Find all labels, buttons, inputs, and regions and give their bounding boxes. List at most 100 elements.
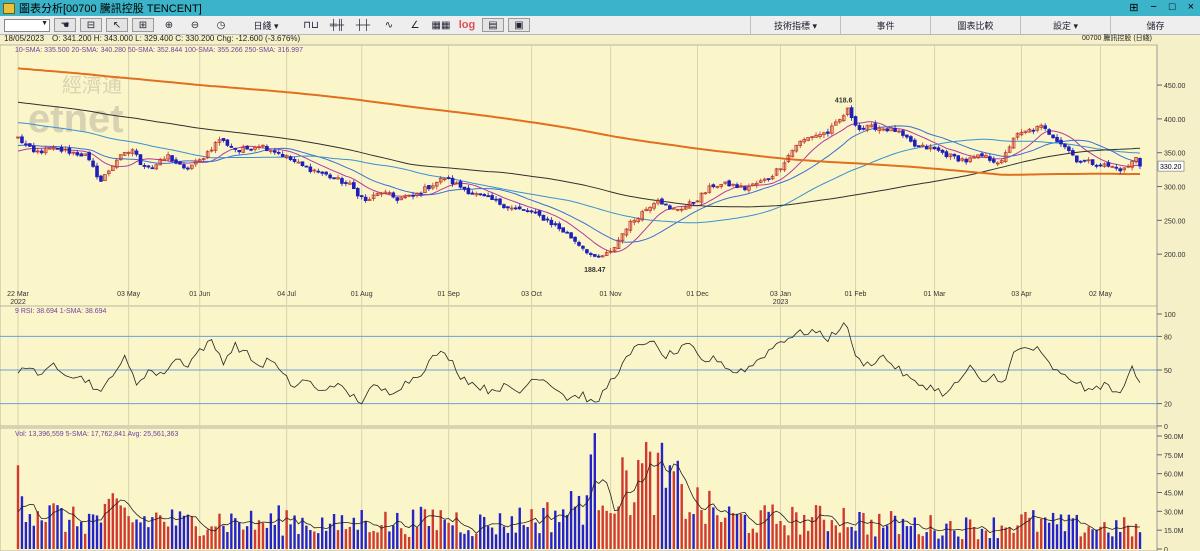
candle-body bbox=[995, 162, 1000, 165]
candle bbox=[924, 144, 929, 150]
candle-body bbox=[561, 227, 565, 233]
volume-bar bbox=[115, 498, 118, 549]
candle bbox=[640, 209, 645, 222]
candle-body bbox=[1102, 163, 1107, 167]
candle bbox=[320, 171, 325, 176]
candle bbox=[35, 147, 40, 155]
table-view-button[interactable]: ▤ bbox=[482, 18, 504, 32]
volume-bar bbox=[241, 529, 245, 549]
volume-bar bbox=[313, 531, 316, 549]
candle bbox=[723, 181, 727, 186]
volume-bar bbox=[471, 536, 474, 549]
candle-body bbox=[999, 160, 1004, 164]
volume-bar bbox=[1138, 532, 1142, 549]
volume-bar bbox=[652, 515, 656, 549]
candle-body bbox=[170, 155, 174, 162]
line-button[interactable]: ∿ bbox=[384, 19, 394, 31]
volume-bar bbox=[889, 511, 893, 549]
candle bbox=[427, 185, 431, 191]
candle bbox=[529, 209, 534, 214]
volume-tick-label: 90.0M bbox=[1164, 434, 1184, 441]
candle-body bbox=[1130, 160, 1134, 168]
volume-bar bbox=[996, 538, 999, 549]
zoom-in-button[interactable]: ⊕ bbox=[164, 19, 174, 31]
volume-bar bbox=[186, 514, 190, 549]
volume-bar bbox=[585, 495, 589, 549]
candle bbox=[814, 132, 818, 138]
candle bbox=[75, 150, 80, 157]
volume-bar bbox=[305, 525, 308, 549]
candle-body bbox=[91, 160, 95, 167]
candle bbox=[261, 144, 265, 149]
candle-body bbox=[1015, 133, 1020, 138]
close-window-button[interactable]: × bbox=[1187, 1, 1194, 13]
volume-bar bbox=[28, 514, 32, 549]
candle bbox=[138, 154, 143, 166]
cursor-button[interactable]: ↖ bbox=[106, 18, 128, 32]
candle bbox=[766, 178, 771, 182]
maximize-window-button[interactable]: □ bbox=[1168, 1, 1176, 13]
export-button[interactable]: ▣ bbox=[508, 18, 530, 32]
candle-body bbox=[87, 152, 91, 161]
window-title: 圖表分析[00700 騰訊控股 TENCENT] bbox=[19, 3, 202, 15]
hilo-button[interactable]: ╪╫ bbox=[329, 19, 345, 31]
candle-body bbox=[727, 180, 731, 187]
period-dropdown[interactable]: 日綫 ▾ bbox=[253, 20, 279, 31]
candle-body bbox=[209, 149, 214, 152]
ma-legend: 10-SMA: 335.500 20-SMA: 340.280 50-SMA: … bbox=[15, 47, 303, 54]
candle-body bbox=[1055, 136, 1059, 142]
log-scale-button[interactable]: log bbox=[458, 19, 476, 31]
zoom-fit-button[interactable]: ⊟ bbox=[80, 18, 102, 32]
candle-body bbox=[122, 151, 127, 156]
grid-button[interactable]: ▦▦ bbox=[431, 19, 451, 31]
candle-body bbox=[284, 155, 289, 159]
volume-bar bbox=[230, 513, 233, 549]
minimize-window-button[interactable]: − bbox=[1150, 1, 1157, 13]
candle bbox=[324, 171, 328, 177]
area-button[interactable]: ∠ bbox=[410, 19, 420, 31]
candle-body bbox=[490, 195, 494, 200]
price-tick-label: 250.00 bbox=[1164, 218, 1186, 225]
ohlc-button[interactable]: ┼┼ bbox=[355, 19, 371, 31]
save-button[interactable]: 儲存 bbox=[1110, 16, 1200, 34]
volume-bar bbox=[309, 530, 312, 549]
candle-body bbox=[747, 186, 751, 191]
indicators-menu[interactable]: 技術指標 ▾ bbox=[750, 16, 840, 34]
candle bbox=[648, 206, 652, 214]
split-view-button[interactable]: ⊞ bbox=[132, 18, 154, 32]
candle-body bbox=[229, 145, 234, 148]
zoom-out-button[interactable]: ⊖ bbox=[190, 19, 200, 31]
candle-body bbox=[806, 137, 810, 141]
volume-bar bbox=[198, 536, 201, 549]
date-tick-label: 03 May bbox=[117, 291, 140, 298]
volume-bar bbox=[909, 526, 913, 549]
app-icon bbox=[3, 2, 15, 14]
candle bbox=[679, 206, 684, 213]
candle bbox=[186, 166, 190, 171]
candle-body bbox=[1134, 157, 1138, 163]
pan-tool-button[interactable]: ☚ bbox=[54, 18, 76, 32]
candle-button[interactable]: ⊓⊔ bbox=[303, 19, 319, 31]
candle bbox=[687, 199, 692, 209]
year-tick-label: 2022 bbox=[10, 299, 26, 306]
candle bbox=[849, 105, 854, 121]
sma50-line bbox=[17, 122, 1141, 224]
candle-body bbox=[573, 236, 577, 242]
symbol-select[interactable] bbox=[4, 18, 50, 32]
volume-bar bbox=[72, 506, 75, 549]
candle-body bbox=[16, 136, 20, 139]
candle bbox=[517, 203, 522, 211]
candle bbox=[964, 157, 968, 165]
volume-bar bbox=[609, 513, 612, 549]
volume-tick-label: 15.0M bbox=[1164, 528, 1184, 535]
compare-menu[interactable]: 圖表比較 bbox=[930, 16, 1020, 34]
settings-menu[interactable]: 設定 ▾ bbox=[1020, 16, 1110, 34]
candle-body bbox=[1039, 124, 1044, 128]
volume-bar bbox=[510, 516, 514, 549]
volume-bar bbox=[159, 515, 162, 549]
restore-window-button[interactable]: ⊞ bbox=[1129, 2, 1139, 14]
candle bbox=[537, 210, 542, 218]
history-button[interactable]: ◷ bbox=[216, 19, 226, 31]
events-menu[interactable]: 事件 bbox=[840, 16, 930, 34]
